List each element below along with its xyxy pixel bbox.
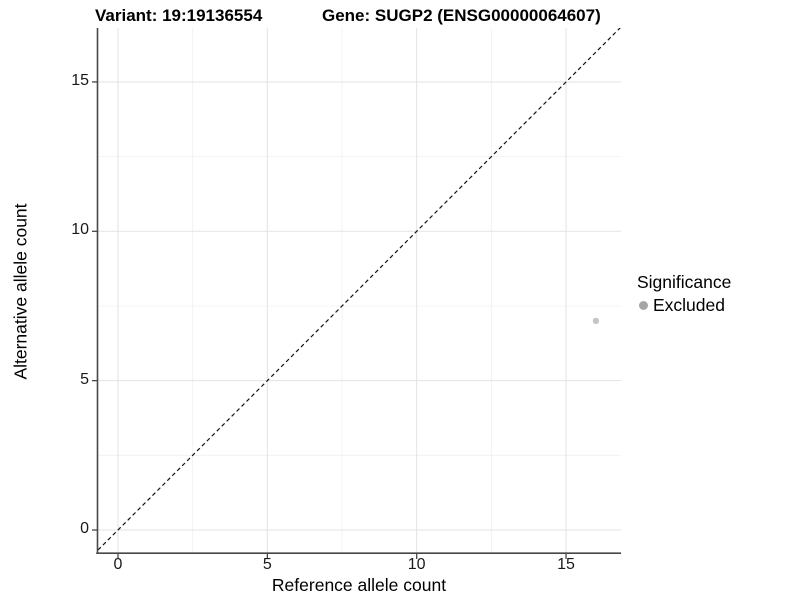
legend-key-point-icon bbox=[639, 301, 648, 310]
y-tick-label: 5 bbox=[80, 370, 89, 388]
x-axis-title: Reference allele count bbox=[271, 575, 447, 595]
plot-title-variant: Variant: 19:19136554 bbox=[95, 6, 263, 25]
identity-dashed-line bbox=[97, 28, 621, 552]
plot-title-gene: Gene: SUGP2 (ENSG00000064607) bbox=[322, 6, 601, 25]
legend-entry-excluded: Excluded bbox=[637, 295, 731, 316]
axis-tick-marks bbox=[92, 81, 567, 559]
data-point bbox=[592, 317, 600, 325]
grid-minor bbox=[97, 28, 621, 553]
x-tick-label: 5 bbox=[262, 556, 272, 573]
y-axis-title: Alternative allele count bbox=[10, 203, 31, 380]
legend-title: Significance bbox=[637, 272, 732, 292]
y-tick-label: 15 bbox=[71, 71, 89, 89]
y-tick-label: 10 bbox=[71, 221, 89, 239]
y-tick-label: 0 bbox=[80, 520, 89, 537]
legend: Significance Excluded bbox=[637, 272, 731, 316]
x-tick-label: 10 bbox=[407, 556, 426, 573]
grid-major bbox=[97, 28, 621, 553]
x-tick-label: 15 bbox=[557, 556, 575, 573]
legend-entry-label: Excluded bbox=[653, 295, 725, 315]
x-tick-label: 0 bbox=[113, 556, 123, 573]
